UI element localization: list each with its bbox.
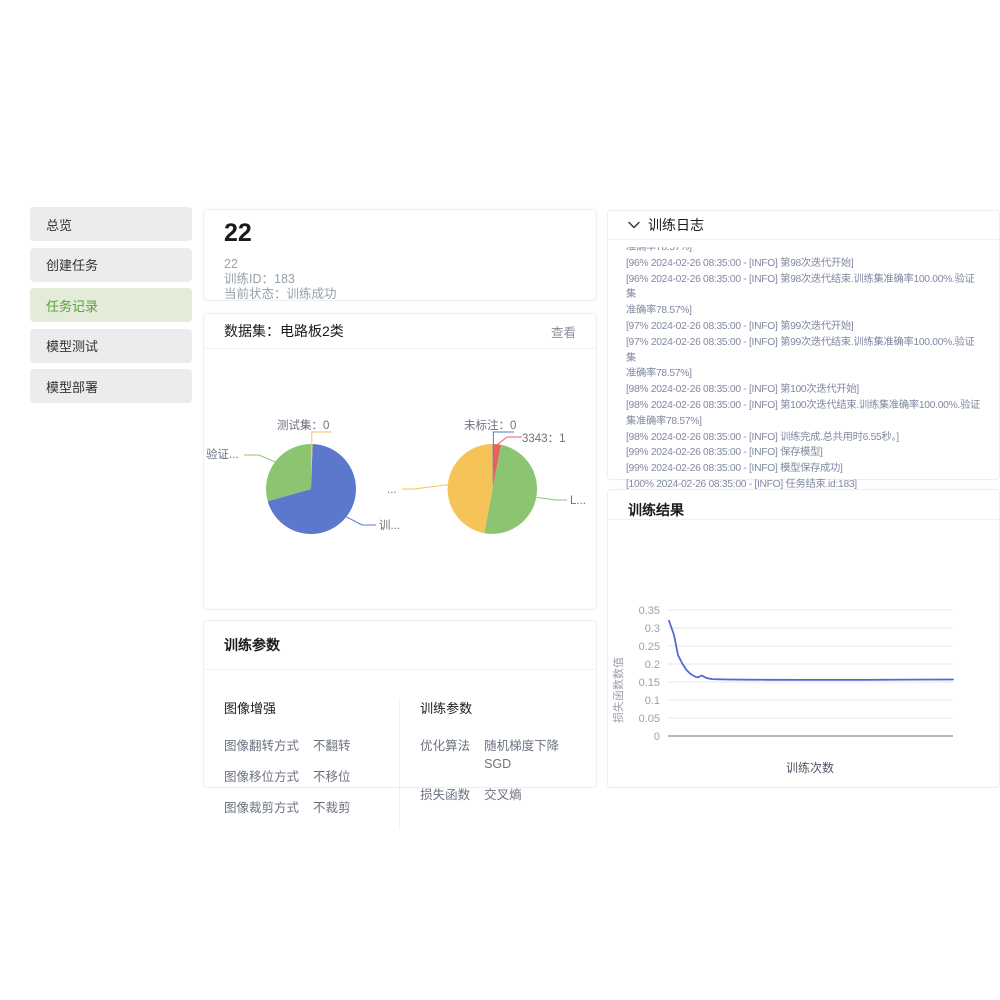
svg-text:0.05: 0.05 [639,713,660,725]
svg-text:0.1: 0.1 [645,695,660,707]
svg-text:训...: 训... [379,519,400,532]
svg-text:损失函数数值: 损失函数数值 [611,657,625,723]
svg-text:0: 0 [654,731,660,743]
svg-text:L...: L... [570,495,586,507]
svg-text:...: ... [387,484,397,496]
svg-text:0.35: 0.35 [639,605,660,617]
svg-text:0.3: 0.3 [645,623,660,635]
svg-text:验证...: 验证... [206,447,239,461]
svg-text:0.25: 0.25 [639,641,660,653]
svg-text:未标注：0: 未标注：0 [464,418,516,432]
svg-text:0.15: 0.15 [639,677,660,689]
svg-text:测试集：0: 测试集：0 [277,418,329,432]
svg-text:训练次数: 训练次数 [786,760,834,775]
svg-text:3343：1: 3343：1 [522,433,565,445]
svg-text:0.2: 0.2 [645,659,660,671]
